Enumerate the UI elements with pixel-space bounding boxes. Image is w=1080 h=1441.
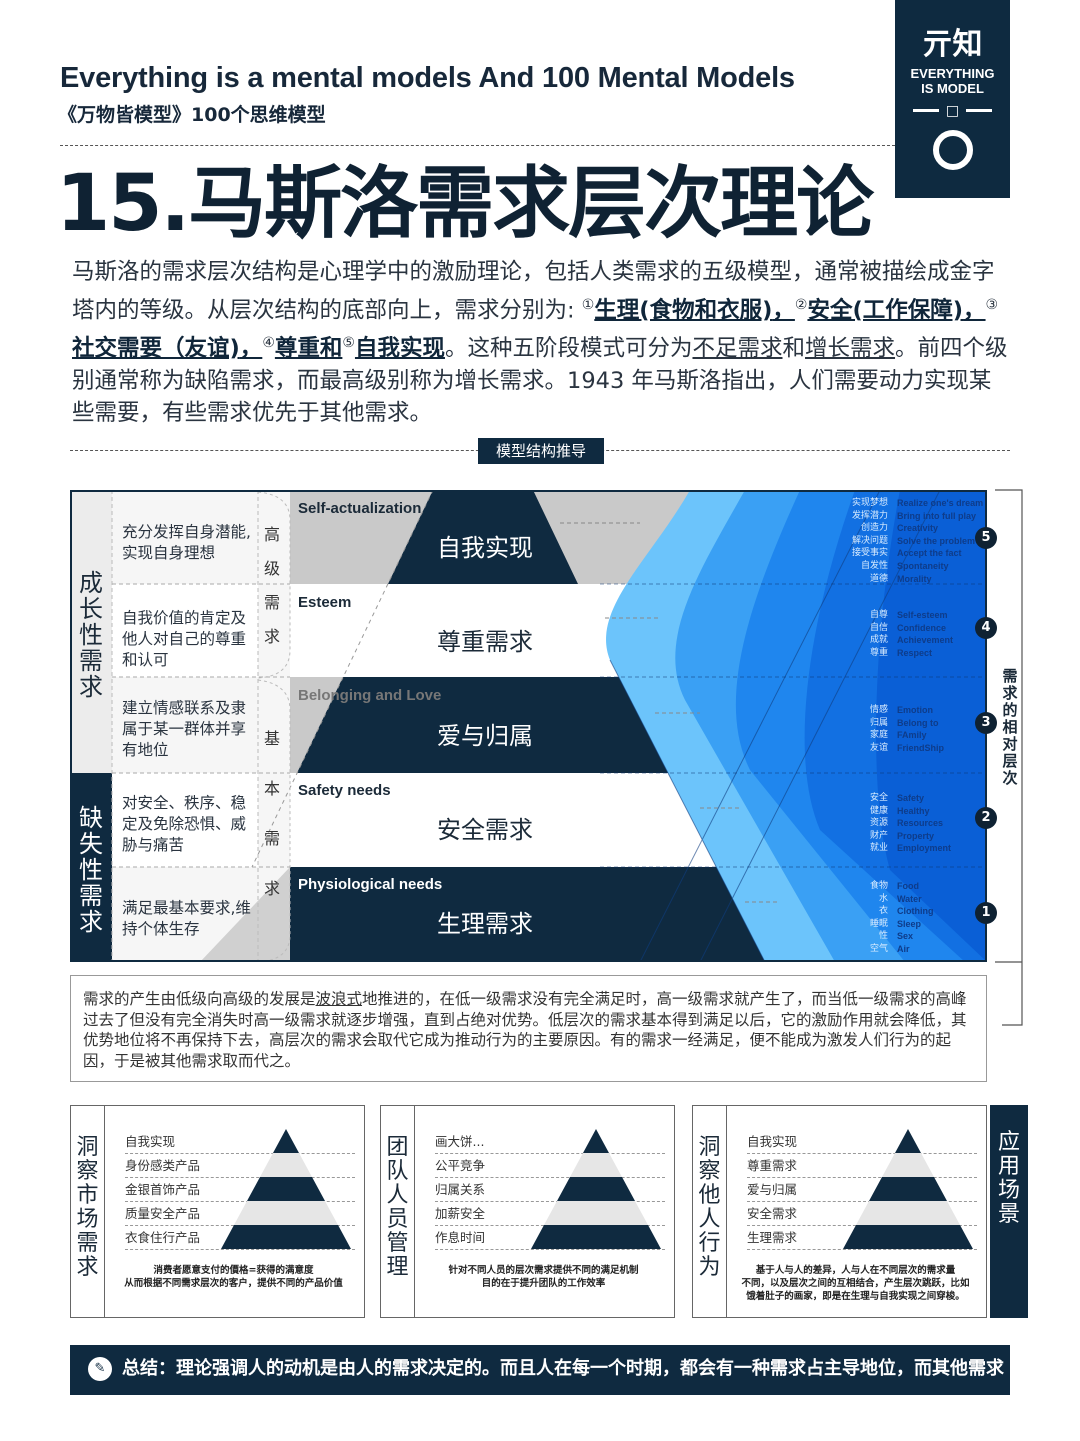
level-keywords-en: Food Water Clothing Sleep Sex Air [897, 881, 934, 954]
application-panel: 洞察他人行为 自我实现 尊重需求 爱与归属 安全需求 生理需求 基于人与人的差异，人与人在不… [692, 1105, 987, 1318]
section-label: 模型结构推导 [478, 438, 604, 464]
level-keywords-zh: 自尊 自信 成就 尊重 [869, 610, 888, 658]
ring-icon [932, 130, 973, 170]
panel-item: 画大饼... [435, 1130, 665, 1154]
level-zh: 爱与归属 [437, 722, 533, 750]
level-en: Esteem [298, 594, 352, 611]
level-desc: 建立情感联系及隶属于某一群体并享有地位 [122, 699, 247, 759]
level-en: Safety needs [298, 782, 391, 799]
panel-title: 洞察他人行为 [693, 1106, 727, 1317]
mini-pyramid [843, 1129, 973, 1249]
panel-item: 作息时间 [435, 1226, 665, 1250]
level-zh: 安全需求 [437, 816, 533, 844]
level-desc: 自我价值的肯定及他人对自己的尊重和认可 [122, 609, 247, 669]
wave-5 [876, 492, 985, 960]
panel-note: 针对不同人员的层次需求提供不同的满足机制 目的在于提升团队的工作效率 [448, 1265, 639, 1289]
level-keywords-zh: 实现梦想 发挥潜力 创造力 解决问题 接受事实 自发性 道德 [851, 498, 888, 584]
panel-title: 团队人员管理 [381, 1106, 415, 1317]
application-panel: 团队人员管理 画大饼... 公平竞争 归属关系 加薪安全 作息时间 针对不同人员的层次需求提… [380, 1105, 675, 1318]
panel-item: 归属关系 [435, 1178, 665, 1202]
panel-item: 爱与归属 [747, 1178, 977, 1202]
application-panel: 洞察市场需求 自我实现 身份感类产品 金银首饰产品 质量安全产品 衣食住行产品 消费者愿意支… [70, 1105, 365, 1318]
panel-item: 身份感类产品 [125, 1154, 355, 1178]
level-desc: 充分发挥自身潜能,实现自身理想 [122, 523, 251, 562]
growth-needs-label: 成长性需求 [79, 569, 103, 701]
level-keywords-en: Emotion Belong to FAmily FriendShip [897, 705, 944, 753]
summary-bar: ✎ 总结：理论强调人的动机是由人的需求决定的。而且人在每一个时期，都会有一种需求… [70, 1345, 1010, 1427]
intro-paragraph: 马斯洛的需求层次结构是心理学中的激励理论，包括人类需求的五级模型，通常被描绘成金… [72, 259, 1008, 426]
level-keywords-zh: 情感 归属 家庭 友谊 [869, 705, 888, 753]
panel-item: 公平竞争 [435, 1154, 665, 1178]
level-keywords-zh: 食物水衣睡眠性空气 [869, 881, 888, 954]
level-keywords-en: Self-esteem Confidence Achievement Respect [897, 610, 954, 658]
level-zh: 生理需求 [437, 910, 533, 938]
pyramid-graphic [72, 492, 985, 960]
logo-divider: □ [895, 100, 1010, 120]
relative-level-bracket [995, 489, 1023, 1026]
logo-mark: 亓知 [922, 27, 983, 62]
level-badge-2: 2 [975, 807, 997, 829]
application-scenarios-label: 应用场景 [990, 1105, 1028, 1318]
deficiency-needs-label: 缺失性需求 [79, 804, 103, 936]
basic-needs-label: 基本需求 [263, 729, 280, 898]
note-icon: ✎ [88, 1357, 112, 1381]
page-title: 15.马斯洛需求层次理论 [56, 159, 874, 249]
panel-title: 洞察市场需求 [71, 1106, 105, 1317]
panel-note: 消费者愿意支付的價格=获得的满意度 从而根据不同需求层次的客户，提供不同的产品价… [124, 1265, 343, 1289]
level-keywords-en: Realize one's dream Bring into full play C… [897, 498, 984, 584]
panel-item: 生理需求 [747, 1226, 977, 1250]
panel-note: 基于人与人的差异，人与人在不同层次的需求量 不同，以及层次之间的互相结合，产生层… [741, 1265, 970, 1302]
header-title: Everything is a mental models And 100 Me… [60, 62, 795, 94]
explanation-box: 需求的产生由低级向高级的发展是波浪式地推进的，在低一级需求没有完全满足时，高一级… [70, 975, 987, 1082]
relative-level-label: 需求的相对层次 [1000, 668, 1020, 787]
level-en: Physiological needs [298, 876, 443, 893]
brand-logo: 亓知 EVERYTHING IS MODEL □ [895, 0, 1010, 198]
level-en: Self-actualization [298, 500, 422, 517]
level-en: Belonging and Love [298, 687, 442, 704]
mini-pyramid [531, 1129, 661, 1249]
panel-item: 自我实现 [125, 1130, 355, 1154]
panel-item: 金银首饰产品 [125, 1178, 355, 1202]
level-badge-1: 1 [975, 902, 997, 924]
level-badge-3: 3 [975, 712, 997, 734]
level-keywords-zh: 安全 健康 资源 财产 就业 [869, 793, 888, 854]
arrows [560, 522, 780, 903]
mini-pyramid [221, 1129, 351, 1249]
level-zh: 尊重需求 [437, 628, 533, 656]
level-zh: 自我实现 [437, 534, 533, 562]
level-badge-5: 5 [975, 527, 997, 549]
level-desc: 满足最基本要求,维持个体生存 [122, 899, 251, 938]
maslow-diagram: 成长性需求 缺失性需求 高级需求 基本需求 充分发挥自身潜能,实现自身理想 自我… [70, 490, 987, 962]
panel-item: 尊重需求 [747, 1154, 977, 1178]
divider [60, 145, 895, 146]
high-level-needs-label: 高级需求 [263, 525, 280, 646]
level-keywords-en: Safety Healthy Resources Property Employment [897, 793, 952, 854]
summary-text: 总结：理论强调人的动机是由人的需求决定的。而且人在每一个时期，都会有一种需求占主… [122, 1358, 1004, 1427]
header-subtitle: 《万物皆模型》100个思维模型 [58, 104, 326, 126]
panel-item: 自我实现 [747, 1130, 977, 1154]
panel-item: 衣食住行产品 [125, 1226, 355, 1250]
logo-text: EVERYTHING IS MODEL [910, 66, 995, 96]
level-desc: 对安全、秩序、稳定及免除恐惧、威胁与痛苦 [122, 794, 247, 854]
level-badge-4: 4 [975, 617, 997, 639]
